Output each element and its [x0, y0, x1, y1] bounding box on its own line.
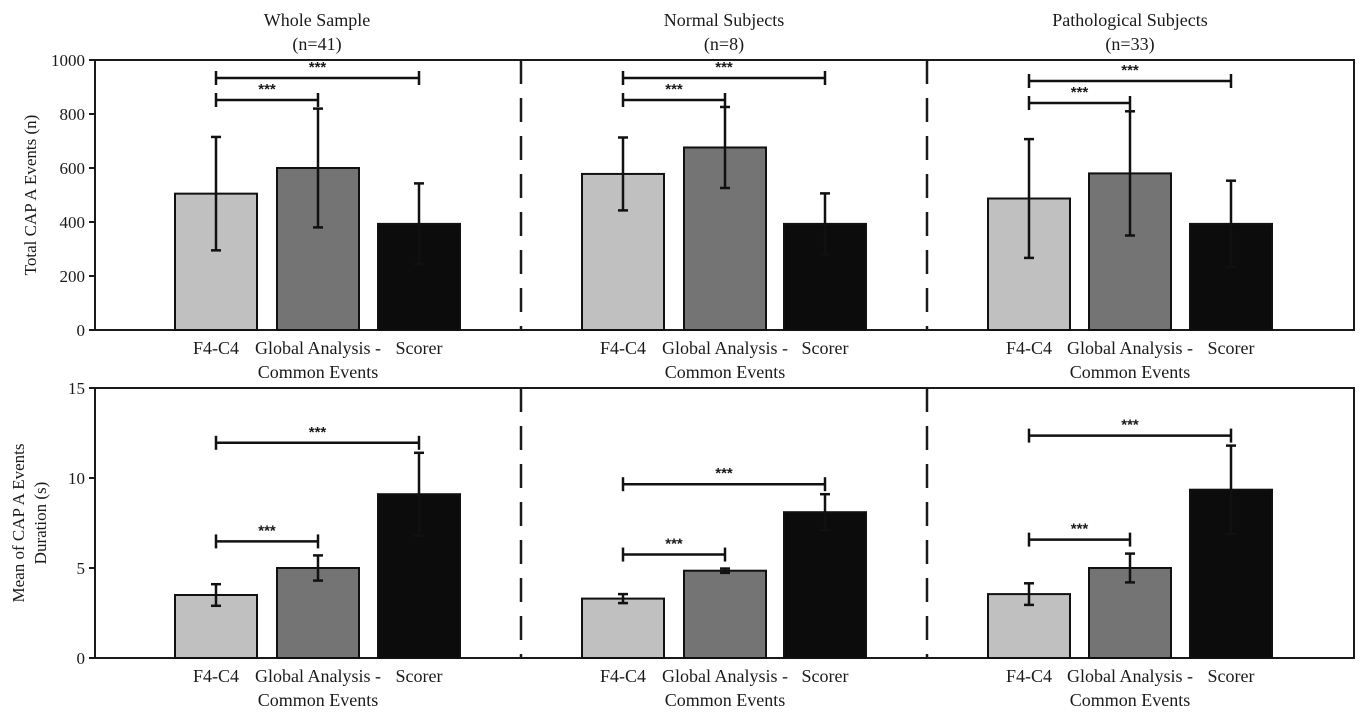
- category-label-global-analysis: Global Analysis -: [1067, 666, 1193, 686]
- y-tick-label: 10: [68, 469, 85, 488]
- significance-label: ***: [715, 59, 733, 76]
- category-label-scorer: Scorer: [396, 666, 443, 686]
- group-n-label: (n=41): [292, 34, 341, 55]
- chart-row-2: 0 5 10 15 Mean of CAP A Events Duration (s) **…: [9, 379, 1355, 710]
- y-axis-label: Duration (s): [31, 482, 50, 565]
- category-label-scorer: Scorer: [1208, 666, 1255, 686]
- category-label-scorer: Scorer: [802, 666, 849, 686]
- y-tick-label: 15: [68, 379, 85, 398]
- category-label-global-analysis: Global Analysis -: [255, 666, 381, 686]
- category-label-f4-c4: F4-C4: [1006, 338, 1052, 358]
- significance-label: ***: [1071, 84, 1089, 101]
- bar-global-analysis: [276, 567, 360, 659]
- significance-label: ***: [665, 81, 683, 98]
- category-label-common-events: Common Events: [1070, 362, 1191, 382]
- significance-label: ***: [309, 59, 327, 76]
- category-label-common-events: Common Events: [1070, 690, 1191, 708]
- significance-label: ***: [258, 522, 276, 539]
- category-label-common-events: Common Events: [665, 362, 786, 382]
- category-label-global-analysis: Global Analysis -: [255, 338, 381, 358]
- category-label-global-analysis: Global Analysis -: [1067, 338, 1193, 358]
- group-n-label: (n=33): [1105, 34, 1154, 55]
- category-label-f4-c4: F4-C4: [193, 666, 239, 686]
- bar-f4-c4: [581, 597, 665, 659]
- y-tick-label: 600: [60, 159, 86, 178]
- category-label-f4-c4: F4-C4: [600, 666, 646, 686]
- bar-global-analysis: [276, 167, 360, 331]
- bar-global-analysis: [683, 569, 767, 660]
- category-label-common-events: Common Events: [665, 690, 786, 708]
- category-label-scorer: Scorer: [396, 338, 443, 358]
- group-title: Normal Subjects: [664, 10, 784, 30]
- significance-label: ***: [1121, 417, 1139, 434]
- y-tick-label: 5: [77, 559, 86, 578]
- significance-label: ***: [258, 81, 276, 98]
- category-label-global-analysis: Global Analysis -: [662, 666, 788, 686]
- category-label-scorer: Scorer: [1208, 338, 1255, 358]
- bar-scorer: [783, 511, 867, 660]
- significance-label: ***: [1071, 521, 1089, 538]
- y-tick-label: 0: [77, 321, 86, 340]
- category-label-f4-c4: F4-C4: [600, 338, 646, 358]
- y-axis-label: Total CAP A Events (n): [21, 115, 40, 276]
- significance-label: ***: [309, 424, 327, 441]
- y-tick-label: 800: [60, 105, 86, 124]
- group-n-label: (n=8): [704, 34, 744, 55]
- significance-label: ***: [1121, 62, 1139, 79]
- category-label-common-events: Common Events: [258, 362, 379, 382]
- significance-label: ***: [665, 536, 683, 553]
- category-label-f4-c4: F4-C4: [193, 338, 239, 358]
- category-label-scorer: Scorer: [802, 338, 849, 358]
- category-label-global-analysis: Global Analysis -: [662, 338, 788, 358]
- y-tick-label: 1000: [51, 51, 85, 70]
- y-tick-label: 200: [60, 267, 86, 286]
- y-tick-label: 400: [60, 213, 86, 232]
- category-label-common-events: Common Events: [258, 690, 379, 708]
- y-axis-label: Mean of CAP A Events: [9, 444, 28, 603]
- significance-label: ***: [715, 465, 733, 482]
- group-title: Whole Sample: [264, 10, 370, 30]
- y-tick-label: 0: [77, 649, 86, 668]
- group-title: Pathological Subjects: [1052, 10, 1207, 30]
- category-label-f4-c4: F4-C4: [1006, 666, 1052, 686]
- chart-row-1: 0 200 400 600 800 1000 Total CAP A Events (n) *…: [21, 51, 1355, 382]
